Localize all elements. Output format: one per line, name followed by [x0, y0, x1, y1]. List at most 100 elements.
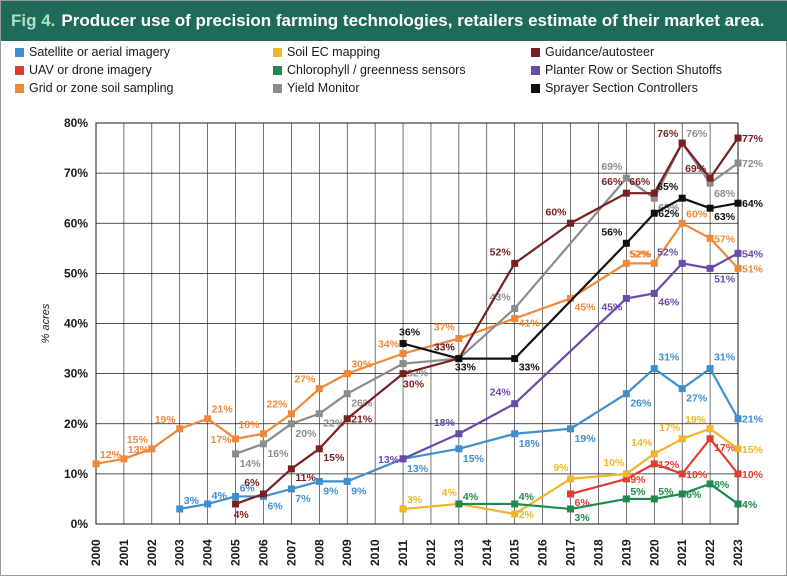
data-label-grid-or-zone-soil-sampling: 13%: [128, 444, 150, 456]
data-label-grid-or-zone-soil-sampling: 15%: [127, 434, 149, 446]
data-label-guidance-autosteer: 52%: [490, 246, 512, 258]
data-point-satellite-or-aerial-imagery: [706, 365, 714, 373]
data-label-soil-ec-mapping: 4%: [442, 487, 458, 499]
data-point-grid-or-zone-soil-sampling: [511, 314, 519, 322]
data-point-satellite-or-aerial-imagery: [734, 415, 742, 423]
data-point-guidance-autosteer: [232, 500, 240, 508]
data-label-grid-or-zone-soil-sampling: 17%: [211, 434, 233, 446]
data-label-uav-or-drone-imagery: 12%: [658, 459, 680, 471]
legend-item: Guidance/autosteer: [531, 45, 654, 59]
data-label-yield-monitor: 76%: [686, 128, 708, 140]
x-tick-label: 2011: [396, 540, 410, 566]
data-label-chlorophyll-greenness-sensors: 6%: [686, 489, 702, 501]
data-point-sprayer-section-controllers: [650, 209, 658, 217]
data-label-soil-ec-mapping: 3%: [407, 494, 423, 506]
x-tick-label: 2012: [424, 539, 438, 566]
data-point-uav-or-drone-imagery: [678, 470, 686, 478]
data-point-satellite-or-aerial-imagery: [287, 485, 295, 493]
data-label-chlorophyll-greenness-sensors: 4%: [463, 491, 479, 503]
data-label-planter-row-or-section-shutoffs: 24%: [490, 387, 512, 399]
data-point-planter-row-or-section-shutoffs: [511, 400, 519, 408]
data-point-sprayer-section-controllers: [706, 204, 714, 212]
data-label-guidance-autosteer: 60%: [546, 206, 568, 218]
legend-item: Satellite or aerial imagery: [15, 45, 170, 59]
data-label-planter-row-or-section-shutoffs: 45%: [601, 301, 623, 313]
x-tick-label: 2013: [452, 539, 466, 566]
legend-label: Chlorophyll / greenness sensors: [287, 63, 466, 77]
data-point-yield-monitor: [315, 410, 323, 418]
data-label-satellite-or-aerial-imagery: 15%: [463, 453, 485, 465]
x-tick-label: 2014: [480, 539, 494, 566]
data-label-guidance-autosteer: 11%: [295, 472, 316, 484]
data-point-sprayer-section-controllers: [678, 194, 686, 202]
data-label-satellite-or-aerial-imagery: 19%: [575, 433, 597, 445]
data-label-yield-monitor: 33%: [434, 342, 456, 354]
legend-item: Soil EC mapping: [273, 45, 380, 59]
data-label-satellite-or-aerial-imagery: 9%: [323, 485, 339, 497]
data-point-yield-monitor: [232, 450, 240, 458]
data-point-planter-row-or-section-shutoffs: [734, 249, 742, 257]
data-label-grid-or-zone-soil-sampling: 21%: [212, 404, 234, 416]
x-tick-label: 2019: [619, 539, 633, 566]
x-tick-label: 2002: [145, 539, 159, 566]
x-tick-label: 2000: [89, 539, 103, 566]
data-point-uav-or-drone-imagery: [622, 475, 630, 483]
data-label-yield-monitor: 14%: [240, 458, 262, 470]
data-point-guidance-autosteer: [287, 465, 295, 473]
legend-swatch: [531, 83, 540, 93]
data-label-yield-monitor: 43%: [490, 291, 512, 303]
data-point-grid-or-zone-soil-sampling: [455, 335, 463, 343]
data-point-grid-or-zone-soil-sampling: [734, 264, 742, 272]
data-label-satellite-or-aerial-imagery: 6%: [240, 482, 256, 494]
y-tick-label: 60%: [64, 216, 88, 230]
legend-swatch: [531, 47, 540, 57]
data-point-grid-or-zone-soil-sampling: [706, 234, 714, 242]
data-label-soil-ec-mapping: 10%: [603, 457, 625, 469]
data-label-sprayer-section-controllers: 63%: [714, 211, 736, 223]
data-label-soil-ec-mapping: 19%: [685, 414, 707, 426]
data-label-soil-ec-mapping: 2%: [519, 509, 535, 521]
data-label-yield-monitor: 16%: [267, 448, 289, 460]
data-point-soil-ec-mapping: [622, 470, 630, 478]
x-tick-label: 2006: [256, 539, 270, 566]
data-point-yield-monitor: [511, 304, 519, 312]
data-label-chlorophyll-greenness-sensors: 3%: [575, 512, 591, 524]
data-label-grid-or-zone-soil-sampling: 27%: [294, 374, 316, 386]
data-point-satellite-or-aerial-imagery: [176, 505, 184, 513]
data-label-satellite-or-aerial-imagery: 26%: [630, 398, 652, 410]
data-label-soil-ec-mapping: 15%: [742, 444, 764, 456]
data-point-satellite-or-aerial-imagery: [232, 492, 240, 500]
data-label-satellite-or-aerial-imagery: 6%: [267, 500, 283, 512]
data-point-soil-ec-mapping: [399, 505, 407, 513]
data-label-guidance-autosteer: 4%: [234, 509, 250, 521]
legend-label: UAV or drone imagery: [29, 63, 152, 77]
data-label-grid-or-zone-soil-sampling: 19%: [155, 414, 177, 426]
data-point-soil-ec-mapping: [567, 475, 575, 483]
data-point-yield-monitor: [343, 390, 351, 398]
legend-swatch: [531, 65, 540, 75]
data-point-guidance-autosteer: [259, 490, 267, 498]
data-label-grid-or-zone-soil-sampling: 52%: [629, 248, 651, 260]
y-tick-label: 80%: [64, 116, 88, 130]
x-tick-label: 2010: [368, 539, 382, 566]
legend-item: Yield Monitor: [273, 81, 360, 95]
data-label-chlorophyll-greenness-sensors: 8%: [714, 479, 730, 491]
data-label-guidance-autosteer: 33%: [434, 342, 456, 354]
figure-title-bar: Fig 4. Producer use of precision farming…: [1, 1, 787, 41]
data-point-satellite-or-aerial-imagery: [622, 390, 630, 398]
data-point-uav-or-drone-imagery: [650, 460, 658, 468]
data-label-grid-or-zone-soil-sampling: 57%: [714, 233, 736, 245]
data-point-yield-monitor: [259, 440, 267, 448]
data-point-grid-or-zone-soil-sampling: [287, 410, 295, 418]
data-point-satellite-or-aerial-imagery: [511, 430, 519, 438]
data-point-grid-or-zone-soil-sampling: [567, 294, 575, 302]
data-point-grid-or-zone-soil-sampling: [622, 259, 630, 267]
data-label-planter-row-or-section-shutoffs: 13%: [378, 454, 400, 466]
data-label-satellite-or-aerial-imagery: 27%: [686, 393, 708, 405]
data-point-sprayer-section-controllers: [734, 199, 742, 207]
data-point-chlorophyll-greenness-sensors: [622, 495, 630, 503]
data-point-satellite-or-aerial-imagery: [567, 425, 575, 433]
x-tick-label: 2022: [703, 539, 717, 566]
y-tick-label: 0%: [71, 517, 89, 531]
